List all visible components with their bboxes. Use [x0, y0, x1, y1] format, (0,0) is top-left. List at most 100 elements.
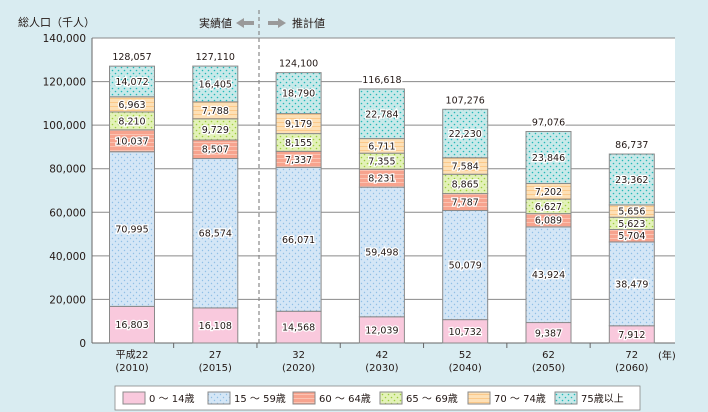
- legend-label: 70 ～ 74歳: [494, 393, 546, 405]
- bar-segment: [358, 186, 405, 318]
- data-label: 23,362: [615, 175, 648, 186]
- bar-segment: [109, 65, 155, 98]
- data-label: 66,071: [282, 235, 315, 246]
- data-label: 16,108: [199, 321, 232, 332]
- x-tick-label: 72: [625, 350, 638, 361]
- total-label: 86,737: [615, 140, 648, 151]
- legend-label: 65 ～ 69歳: [406, 393, 458, 405]
- data-label: 7,788: [202, 106, 229, 117]
- y-axis-label: 総人口（千人）: [18, 15, 95, 29]
- y-tick-label: 20,000: [49, 294, 86, 306]
- bar-segment: [192, 65, 239, 103]
- bar-segment: [442, 108, 489, 159]
- data-label: 70,995: [115, 225, 148, 236]
- x-tick-label: 27: [209, 350, 222, 361]
- bar-segment: [192, 158, 239, 309]
- data-label: 50,079: [449, 261, 482, 272]
- data-label: 8,210: [118, 116, 145, 127]
- data-label: 8,155: [285, 138, 312, 149]
- data-label: 7,355: [368, 157, 395, 168]
- y-tick-label: 0: [79, 338, 86, 350]
- y-tick-label: 80,000: [49, 164, 86, 176]
- arrow-left-icon: [236, 18, 254, 28]
- bar-segment: [192, 307, 239, 344]
- data-label: 14,072: [115, 77, 148, 88]
- data-label: 9,179: [285, 119, 312, 130]
- total-label: 97,076: [532, 118, 565, 129]
- data-label: 16,405: [199, 79, 232, 90]
- data-label: 68,574: [199, 229, 232, 240]
- data-label: 14,568: [282, 323, 315, 334]
- legend-label: 75歳以上: [581, 393, 624, 405]
- x-tick-label: 32: [292, 350, 305, 361]
- data-label: 6,963: [118, 100, 145, 111]
- data-label: 5,704: [618, 231, 645, 242]
- data-label: 43,924: [532, 270, 565, 281]
- data-label: 9,387: [535, 328, 562, 339]
- y-tick-label: 60,000: [49, 207, 86, 219]
- data-label: 6,089: [535, 216, 562, 227]
- data-label: 5,623: [618, 219, 645, 230]
- bar-segment: [608, 153, 655, 206]
- legend-swatch: [207, 391, 231, 405]
- legend-swatch: [379, 391, 403, 405]
- data-label: 7,202: [535, 187, 562, 198]
- bar-segment: [275, 72, 322, 115]
- data-label: 16,803: [115, 320, 148, 331]
- data-label: 22,784: [365, 109, 398, 120]
- x-tick-label-year: (2060): [615, 363, 648, 374]
- y-tick-label: 120,000: [43, 77, 86, 89]
- bar-segment: [358, 88, 405, 140]
- x-axis-unit: (年): [658, 349, 676, 362]
- data-label: 10,732: [449, 327, 482, 338]
- bar-segment: [442, 210, 489, 321]
- data-label: 7,912: [618, 330, 645, 341]
- total-label: 128,057: [112, 52, 151, 63]
- total-label: 127,110: [196, 52, 235, 63]
- data-label: 10,037: [115, 136, 148, 147]
- x-tick-label-year: (2015): [199, 363, 232, 374]
- legend-swatch: [554, 391, 578, 405]
- legend-label: 15 ～ 59歳: [234, 393, 286, 405]
- legend-label: 60 ～ 64歳: [319, 393, 371, 405]
- total-label: 107,276: [446, 95, 485, 106]
- data-label: 8,865: [452, 179, 479, 190]
- total-label: 116,618: [362, 75, 401, 86]
- x-tick-label-year: (2010): [115, 363, 148, 374]
- x-tick-label: 42: [376, 350, 389, 361]
- legend-label: 0 ～ 14歳: [149, 393, 194, 405]
- legend-swatch: [467, 391, 491, 405]
- data-label: 38,479: [615, 279, 648, 290]
- data-label: 7,787: [452, 198, 479, 209]
- x-tick-label: 52: [459, 350, 472, 361]
- y-tick-label: 140,000: [43, 33, 86, 45]
- data-label: 22,230: [449, 129, 482, 140]
- legend: 0 ～ 14歳 15 ～ 59歳 60 ～ 64歳 65 ～ 69歳 70 ～ 74歳 7…: [114, 385, 641, 411]
- x-tick-label-year: (2020): [282, 363, 315, 374]
- data-label: 59,498: [365, 247, 398, 258]
- total-label: 124,100: [279, 59, 318, 70]
- bar-segment: [525, 131, 572, 184]
- actual-annotation: 実績値: [199, 16, 232, 30]
- x-tick-label: 平成22: [116, 349, 149, 361]
- bar-segment: [608, 241, 655, 327]
- legend-swatch: [292, 391, 316, 405]
- data-label: 6,627: [535, 202, 562, 213]
- data-label: 7,584: [452, 161, 479, 172]
- data-label: 9,729: [202, 125, 229, 136]
- x-tick-label-year: (2050): [532, 363, 565, 374]
- data-label: 18,790: [282, 89, 315, 100]
- bar-segment: [275, 310, 322, 344]
- data-label: 5,656: [618, 207, 645, 218]
- x-tick-label-year: (2040): [449, 363, 482, 374]
- data-label: 8,507: [202, 145, 229, 156]
- data-label: 8,231: [368, 174, 395, 185]
- bar-segment: [358, 316, 405, 344]
- legend-swatch: [122, 391, 146, 405]
- data-label: 7,337: [285, 155, 312, 166]
- y-tick-label: 40,000: [49, 251, 86, 263]
- arrow-right-icon: [268, 18, 286, 28]
- projected-annotation: 推計値: [292, 16, 325, 30]
- data-label: 23,846: [532, 153, 565, 164]
